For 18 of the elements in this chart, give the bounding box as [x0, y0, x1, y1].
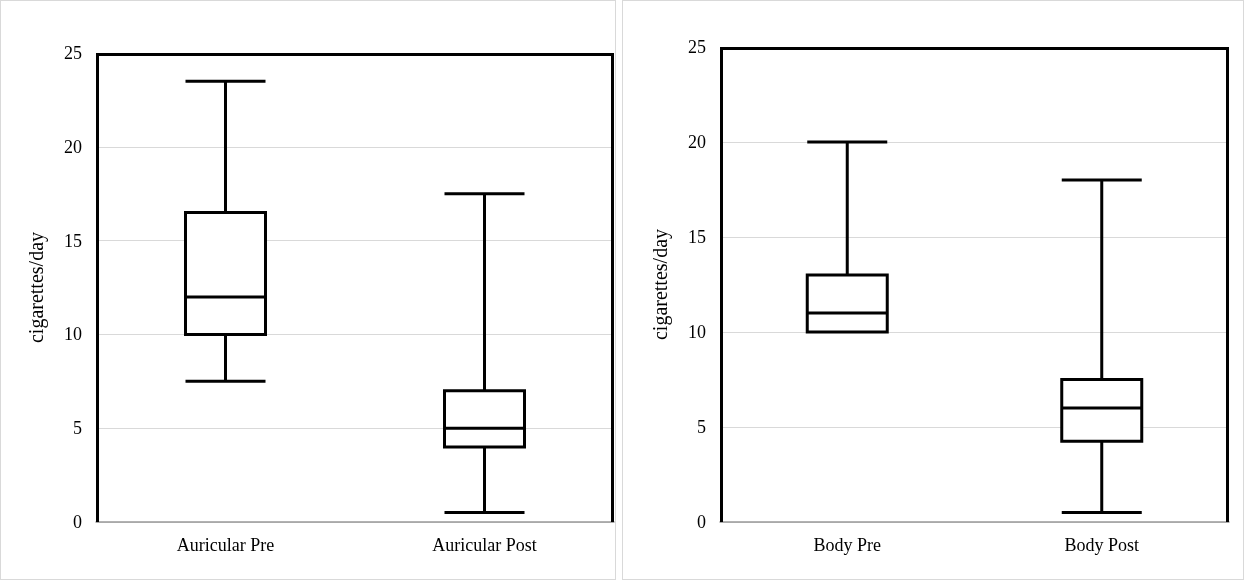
y-axis-title: cigarettes/day [649, 228, 672, 341]
y-tick-label: 5 [73, 418, 82, 439]
y-tick-label: 25 [64, 43, 82, 63]
y-tick-label: 10 [64, 324, 82, 345]
y-tick-label: 15 [688, 227, 706, 247]
y-tick-label: 15 [64, 230, 82, 251]
x-tick-label: Auricular Pre [176, 535, 275, 555]
x-tick-label: Auricular Post [432, 535, 537, 555]
x-tick-label: Body Pre [813, 535, 882, 555]
y-tick-label: 20 [64, 136, 82, 157]
y-tick-label: 0 [697, 512, 706, 532]
y-tick-label: 0 [73, 512, 82, 532]
y-tick-label: 5 [697, 417, 706, 437]
y-tick-label: 10 [688, 322, 706, 342]
x-tick-label: Body Post [1064, 535, 1140, 555]
y-tick-label: 20 [688, 132, 706, 152]
y-tick-label: 25 [688, 37, 706, 57]
y-axis-title: cigarettes/day [25, 231, 48, 344]
